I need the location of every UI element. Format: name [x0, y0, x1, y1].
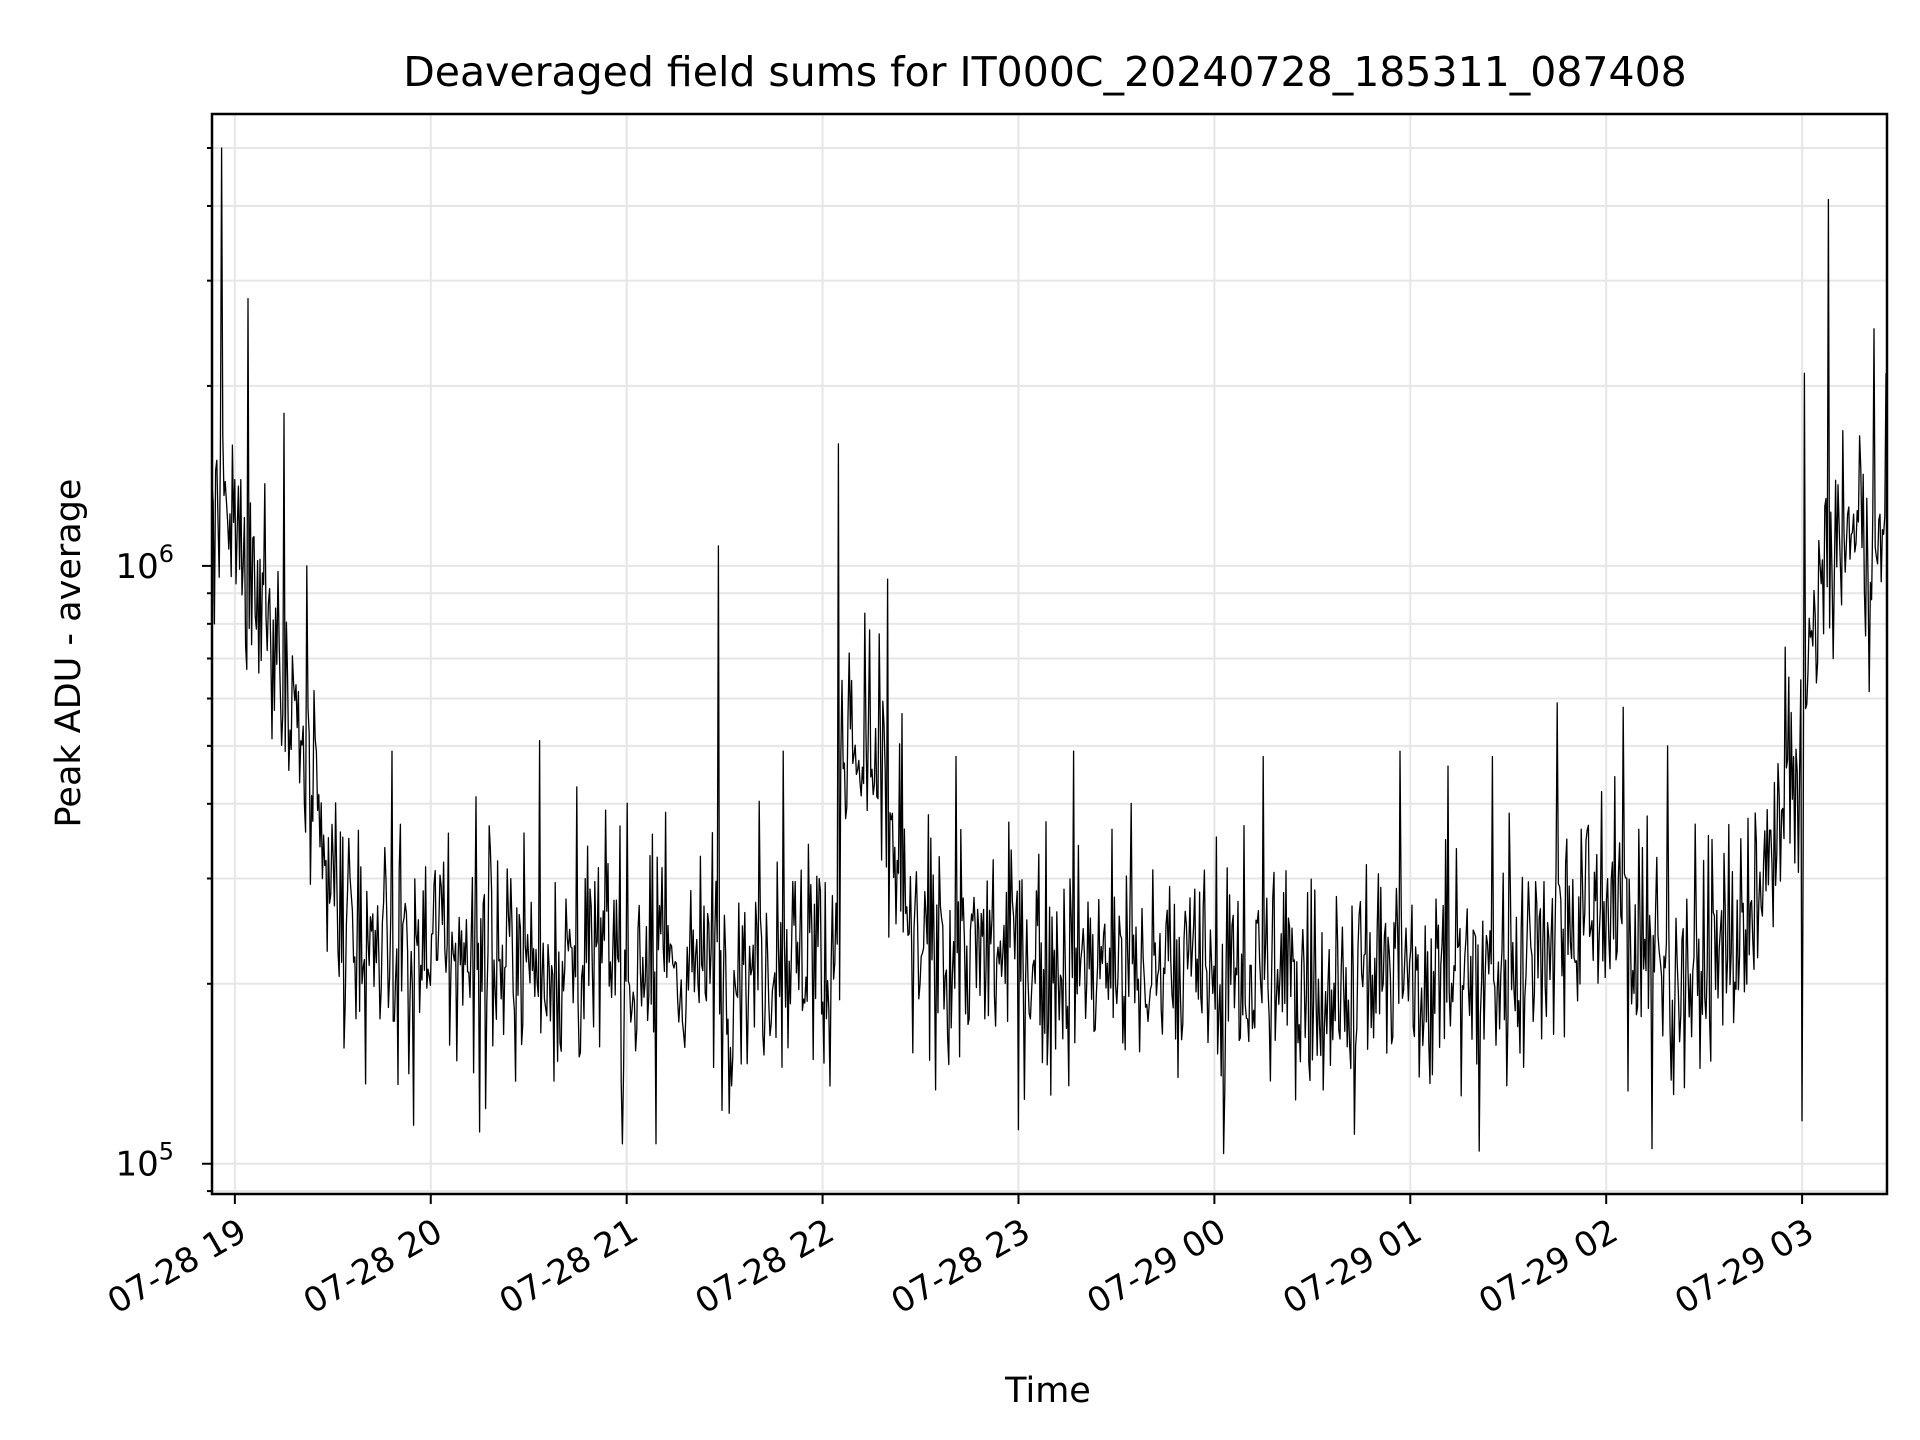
y-tick-exponent: 6	[159, 540, 174, 568]
x-tick-label: 07-29 03	[1668, 1211, 1820, 1322]
x-tick-label: 07-29 02	[1472, 1211, 1624, 1322]
x-tick-label: 07-28 19	[101, 1211, 253, 1322]
x-tick-label: 07-28 22	[689, 1211, 841, 1322]
y-tick-label: 106	[115, 540, 174, 587]
y-tick-base: 10	[115, 1145, 158, 1185]
y-tick-exponent: 5	[159, 1138, 174, 1166]
plot-frame	[210, 112, 1889, 1196]
x-axis-label: Time	[1004, 1371, 1091, 1411]
x-tick-label: 07-28 20	[297, 1211, 449, 1322]
x-tick-label: 07-29 00	[1080, 1211, 1232, 1322]
x-tick-label: 07-28 23	[885, 1211, 1037, 1322]
chart-title: Deaveraged field sums for IT000C_2024072…	[403, 48, 1687, 96]
series-line	[212, 147, 1887, 1155]
x-tick-label: 07-29 01	[1276, 1211, 1428, 1322]
y-axis-label: Peak ADU - average	[49, 479, 89, 828]
grid	[212, 114, 1887, 1194]
x-tick-label: 07-28 21	[493, 1211, 645, 1322]
x-axis: 07-28 19 07-28 20 07-28 21 07-28 22 07-28 23…	[101, 1194, 1821, 1322]
y-tick-base: 10	[115, 547, 158, 587]
y-tick-label: 105	[115, 1138, 174, 1185]
